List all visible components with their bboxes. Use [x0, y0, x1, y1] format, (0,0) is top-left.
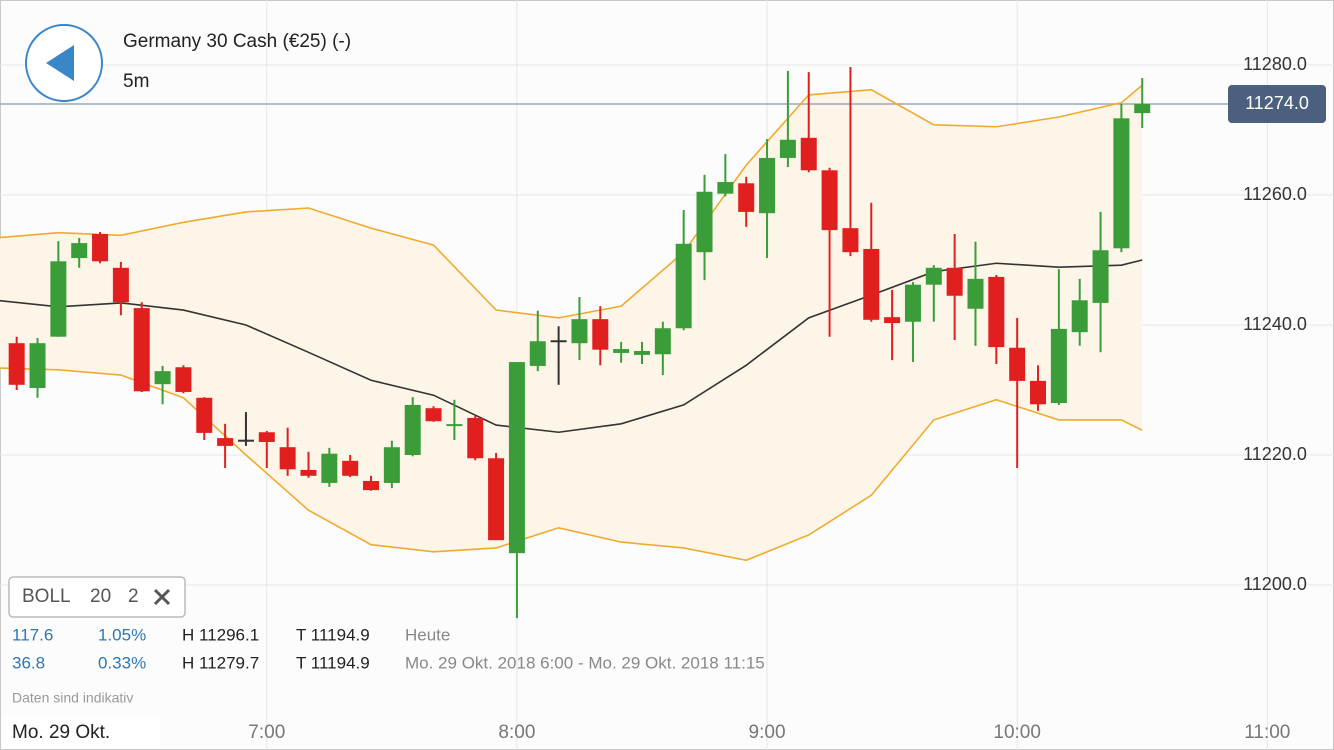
candle-body	[154, 371, 171, 385]
band-fill	[0, 85, 1143, 561]
candle-body	[904, 284, 921, 322]
candle-body	[425, 408, 442, 422]
y-tick-label: 11280.0	[1243, 54, 1307, 74]
current-price-label: 11274.0	[1245, 93, 1309, 113]
x-tick-label: 8:00	[498, 722, 535, 743]
stat-high: H 11296.1	[182, 625, 259, 644]
remove-indicator[interactable]	[153, 588, 171, 606]
candle-body	[717, 182, 734, 194]
y-tick-label: 11220.0	[1243, 444, 1307, 464]
date-label-bg	[2, 717, 160, 748]
candle-body	[633, 351, 650, 355]
candle-body	[675, 243, 692, 329]
header: Germany 30 Cash (€25) (-) 5m	[25, 24, 351, 102]
bollinger-line	[0, 259, 1143, 434]
candle-body	[29, 343, 46, 389]
candle-body	[321, 453, 338, 483]
candle-body	[196, 397, 213, 433]
stat-low: T 11194.9	[296, 653, 370, 672]
candle-body	[383, 447, 400, 483]
candle-body	[550, 340, 567, 343]
chip-box[interactable]	[8, 576, 186, 618]
candle-body	[529, 341, 546, 366]
stat-low: T 11194.9	[296, 625, 370, 644]
x-tick-label: 7:00	[248, 722, 285, 743]
current-price-box	[1228, 85, 1326, 123]
candle-body	[508, 362, 525, 554]
candle-body	[967, 278, 984, 309]
x-tick-label: 11:00	[1244, 722, 1290, 743]
x-tick-label: 10:00	[993, 722, 1041, 743]
candle-body	[175, 367, 192, 392]
stat-percent: 1.05%	[98, 625, 146, 644]
disclaimer: Daten sind indikativ	[12, 690, 133, 706]
y-tick-label: 11260.0	[1243, 184, 1307, 204]
stat-range: Mo. 29 Okt. 2018 6:00 - Mo. 29 Okt. 2018…	[405, 653, 765, 672]
candle-body	[342, 460, 359, 476]
date-label: Mo. 29 Okt.	[12, 722, 110, 743]
candle-body	[1071, 300, 1088, 333]
plot	[0, 66, 1228, 619]
stat-change: 117.6	[12, 625, 53, 644]
candle-body	[654, 328, 671, 355]
candle-body	[884, 317, 901, 324]
y-tick-label: 11240.0	[1243, 314, 1307, 334]
y-tick-label: 11200.0	[1243, 574, 1307, 594]
candle-body	[821, 170, 838, 231]
instrument-title: Germany 30 Cash (€25) (-)	[123, 31, 351, 52]
candle-body	[1134, 104, 1151, 114]
candle-body	[1092, 250, 1109, 303]
candle-body	[946, 267, 963, 296]
candle-body	[1050, 328, 1067, 403]
candle-body	[404, 404, 421, 455]
indicator-deviation: 2	[128, 586, 139, 607]
candle-body	[863, 248, 880, 320]
stat-high: H 11279.7	[182, 653, 259, 672]
candle-body	[71, 243, 88, 259]
candle-body	[8, 343, 25, 385]
x-tick-label: 9:00	[749, 722, 786, 743]
candle-body	[133, 308, 150, 392]
indicator-name: BOLL	[22, 586, 71, 607]
candle-body	[738, 183, 755, 212]
candle-body	[50, 261, 67, 337]
interval[interactable]: 5m	[123, 71, 149, 92]
candle-body	[258, 432, 275, 442]
candle-body	[988, 276, 1005, 348]
back-arrow	[46, 45, 74, 81]
candle-body	[112, 267, 129, 303]
candle-body	[696, 191, 713, 253]
indicator-chip[interactable]: BOLL 20 2	[8, 576, 186, 618]
stat-range: Heute	[405, 625, 450, 644]
stat-change: 36.8	[12, 653, 45, 672]
candle-body	[800, 137, 817, 171]
candle-body	[1009, 347, 1026, 381]
bollinger-line	[0, 84, 1143, 319]
candle-body	[842, 228, 859, 253]
candle-body	[300, 469, 317, 476]
candle-body	[363, 481, 380, 491]
candle-body	[779, 139, 796, 158]
axes: 11200.0 11220.0 11240.0 11260.0 11280.0 7:00 8…	[248, 54, 1326, 743]
candle-body	[1113, 118, 1130, 249]
bollinger-line	[0, 367, 1143, 562]
candle-body	[237, 439, 254, 442]
candle-body	[925, 267, 942, 285]
candle-body	[217, 438, 234, 446]
stat-percent: 0.33%	[98, 653, 146, 672]
candle-body	[613, 349, 630, 353]
candle-body	[1030, 380, 1047, 405]
candle-body	[446, 424, 463, 427]
candle-body	[571, 319, 588, 344]
candle-body	[488, 458, 505, 541]
candle-body	[279, 447, 296, 470]
candle-body	[467, 417, 484, 459]
candle-body	[592, 319, 609, 350]
stats: 117.6 1.05% H 11296.1 T 11194.9 Heute 36…	[12, 625, 765, 672]
candle-body	[92, 234, 109, 262]
indicator-period: 20	[90, 586, 111, 607]
candle-body	[759, 157, 776, 214]
